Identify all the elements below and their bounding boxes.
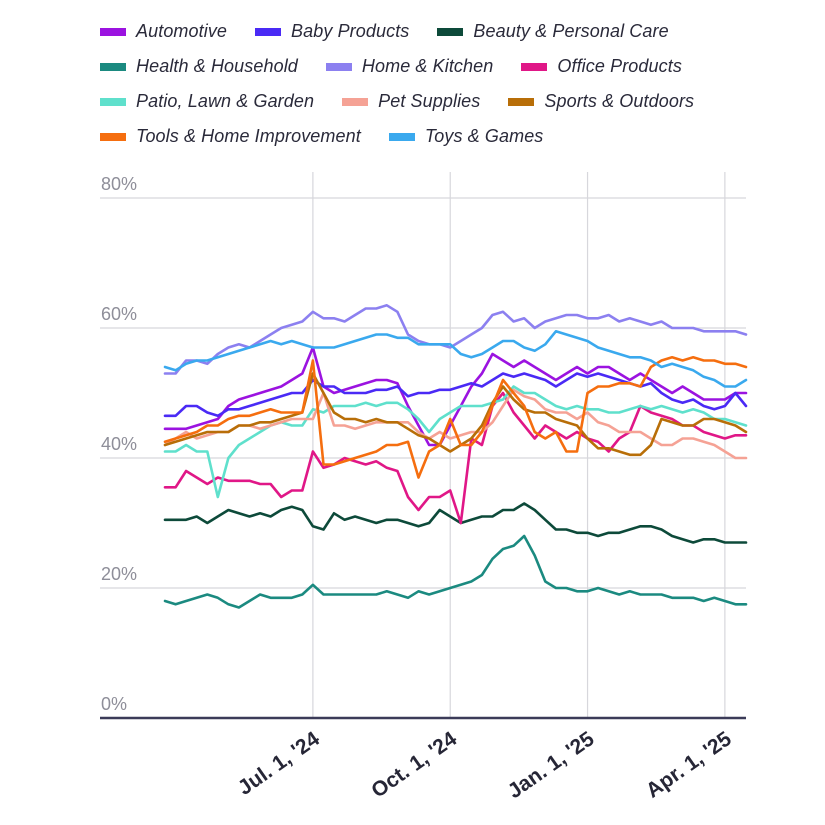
series-line-patio-lawn-garden[interactable] (163, 385, 748, 499)
legend-item-beauty-personal-care[interactable]: Beauty & Personal Care (437, 21, 669, 42)
legend-label: Tools & Home Improvement (136, 126, 361, 146)
series-line-sports-outdoors[interactable] (163, 372, 748, 457)
series-line-baby-products[interactable] (163, 372, 748, 418)
legend-swatch (325, 62, 352, 71)
series-line-pet-supplies[interactable] (163, 388, 748, 460)
legend-label: Automotive (136, 21, 228, 41)
legend-swatch (508, 97, 535, 106)
legend-item-tools-home-improvement[interactable]: Tools & Home Improvement (100, 126, 361, 147)
series-line-automotive[interactable] (163, 346, 748, 447)
x-tick-label: Jan. 1, '25 (504, 727, 599, 803)
series-line-tools-home-improvement[interactable] (163, 355, 748, 479)
legend-swatch (521, 62, 548, 71)
series-line-toys-games[interactable] (163, 329, 748, 388)
series-line-office-products[interactable] (163, 391, 748, 525)
x-tick-label: Apr. 1, '25 (642, 727, 736, 802)
legend-swatch (100, 27, 126, 36)
legend-swatch (255, 27, 282, 36)
y-tick-label: 80% (101, 174, 137, 194)
legend-label: Home & Kitchen (361, 56, 494, 76)
legend-label: Baby Products (291, 21, 410, 41)
legend-item-sports-outdoors[interactable]: Sports & Outdoors (508, 91, 694, 112)
legend-item-home-kitchen[interactable]: Home & Kitchen (325, 56, 494, 77)
legend-label: Beauty & Personal Care (473, 21, 669, 41)
legend-row: Health & Household Home & Kitchen Office P… (100, 49, 820, 84)
legend-row: Patio, Lawn & Garden Pet Supplies Sports &… (100, 84, 820, 119)
legend-item-patio-lawn-garden[interactable]: Patio, Lawn & Garden (100, 91, 314, 112)
legend-item-toys-games[interactable]: Toys & Games (388, 126, 544, 147)
legend-label: Pet Supplies (378, 91, 481, 111)
legend-item-pet-supplies[interactable]: Pet Supplies (342, 91, 480, 112)
legend-swatch (100, 97, 126, 106)
legend-item-health-household[interactable]: Health & Household (100, 56, 298, 77)
legend-row: Tools & Home Improvement Toys & Games (100, 119, 820, 154)
legend-item-baby-products[interactable]: Baby Products (255, 21, 409, 42)
series-lines (163, 303, 748, 609)
y-tick-label: 20% (101, 564, 137, 584)
series-line-health-household[interactable] (163, 534, 748, 609)
legend-label: Toys & Games (424, 126, 544, 146)
legend-label: Office Products (557, 56, 682, 76)
legend-row: Automotive Baby Products Beauty & Personal… (100, 14, 820, 49)
legend-swatch (100, 132, 126, 141)
legend-label: Health & Household (136, 56, 298, 76)
legend: Automotive Baby Products Beauty & Personal… (100, 14, 820, 154)
y-tick-label: 0% (101, 694, 127, 714)
legend-label: Patio, Lawn & Garden (136, 91, 315, 111)
y-tick-label: 60% (101, 304, 137, 324)
series-line-home-kitchen[interactable] (163, 303, 748, 375)
legend-swatch (437, 27, 464, 36)
legend-swatch (100, 62, 126, 71)
legend-swatch (342, 97, 369, 106)
legend-item-office-products[interactable]: Office Products (521, 56, 682, 77)
legend-label: Sports & Outdoors (544, 91, 695, 111)
legend-swatch (388, 132, 415, 141)
x-tick-label: Jul. 1, '24 (234, 727, 324, 800)
series-line-beauty-personal-care[interactable] (163, 502, 748, 544)
legend-item-automotive[interactable]: Automotive (100, 21, 227, 42)
x-tick-label: Oct. 1, '24 (367, 727, 461, 802)
y-tick-label: 40% (101, 434, 137, 454)
